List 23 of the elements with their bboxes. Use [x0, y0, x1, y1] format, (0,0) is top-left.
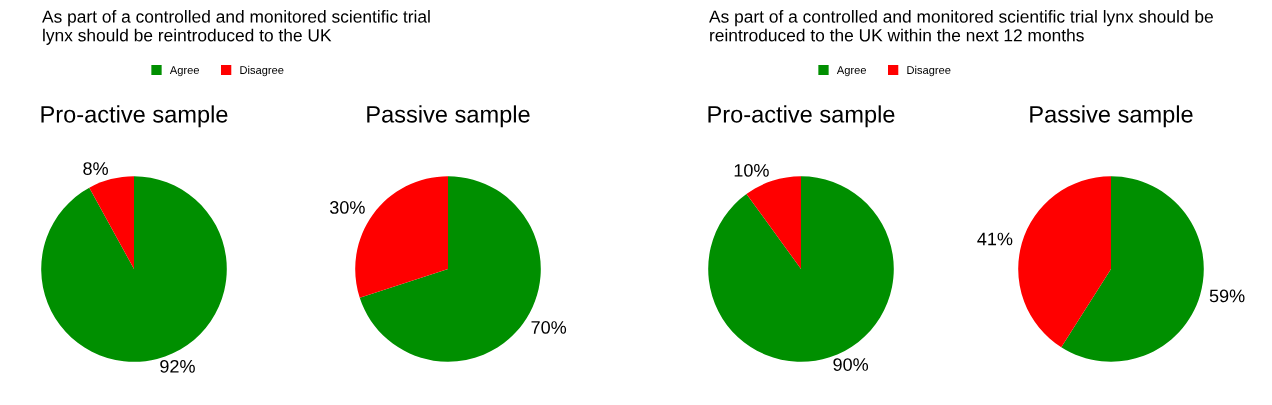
legend-label: Agree: [836, 66, 866, 77]
legend-label: Agree: [169, 66, 199, 77]
pie-slice: [746, 176, 801, 269]
data-label: 90%: [833, 358, 869, 371]
data-label: 41%: [977, 232, 1013, 246]
data-label: 59%: [1209, 289, 1245, 303]
pie-slice: [41, 176, 227, 362]
text: Pro-active sample: [708, 105, 895, 128]
text: As part of a controlled and monitored scientific trial lynx should be reintroduced to the UK within the next 12 months: [709, 10, 1213, 42]
pie-slice: [1018, 176, 1111, 348]
data-label: 30%: [329, 201, 365, 214]
chart-title: Passive sample: [1030, 105, 1193, 128]
chart-title: Passive sample: [367, 105, 530, 128]
legend-label: Disagree: [907, 65, 951, 77]
text: As part of a controlled and monitored scientific trial lynx should be reintroduced to the UK: [42, 10, 430, 45]
pie-slice: [1061, 176, 1204, 362]
data-label: 70%: [531, 321, 567, 334]
data-label: 8%: [83, 162, 108, 175]
legend-label: Disagree: [240, 65, 284, 77]
text: Pro-active sample: [41, 105, 228, 128]
data-label: 10%: [734, 163, 769, 177]
data-label: 92%: [160, 359, 195, 373]
pie-slice: [89, 176, 134, 269]
